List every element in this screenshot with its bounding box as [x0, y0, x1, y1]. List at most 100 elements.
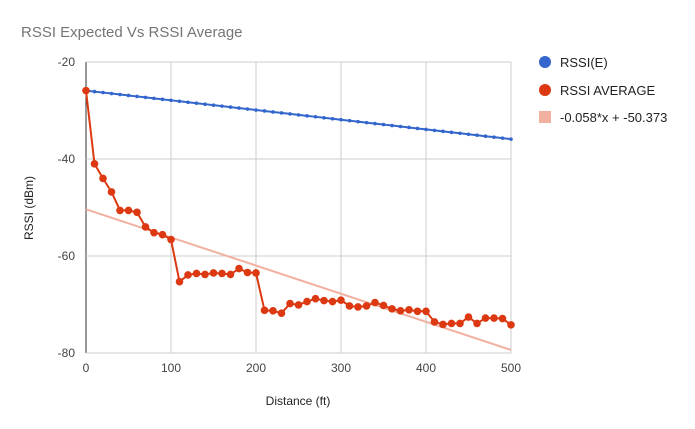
- rssi-average-point: [243, 268, 252, 277]
- rssi-expected-point: [177, 99, 182, 104]
- legend-swatch: [539, 84, 551, 96]
- rssi-average-point: [337, 296, 345, 304]
- chart-title: RSSI Expected Vs RSSI Average: [21, 24, 243, 41]
- rssi-average-point: [124, 206, 133, 215]
- legend-label: RSSI(E): [560, 55, 608, 70]
- rssi-average-point: [226, 270, 235, 279]
- rssi-expected-point: [254, 108, 258, 112]
- rssi-expected-point: [415, 126, 420, 131]
- rssi-expected-point: [466, 132, 471, 137]
- rssi-average-point: [328, 297, 337, 306]
- rssi-average-point: [362, 302, 371, 310]
- rssi-expected-point: [373, 121, 377, 126]
- rssi-average-point: [218, 269, 226, 278]
- rssi-expected-point: [194, 101, 199, 106]
- rssi-average-point: [192, 269, 201, 278]
- rssi-expected-point: [475, 133, 479, 138]
- y-tick-label: -80: [58, 346, 76, 360]
- rssi-expected-point: [424, 127, 428, 132]
- x-tick-label: 300: [331, 361, 351, 375]
- rssi-average-point: [235, 264, 243, 273]
- rssi-average-point: [260, 306, 269, 315]
- rssi-expected-point: [186, 100, 190, 105]
- rssi-average-point: [507, 321, 515, 329]
- rssi-average-point: [422, 307, 430, 316]
- rssi-average-point: [209, 269, 218, 277]
- rssi-expected-point: [203, 102, 207, 106]
- rssi-expected-point: [483, 134, 488, 139]
- rssi-average-point: [201, 270, 209, 279]
- rssi-average-point: [430, 318, 439, 326]
- rssi-average-point: [490, 314, 498, 322]
- rssi-average-point: [175, 277, 184, 286]
- rssi-expected-point: [228, 105, 233, 109]
- rssi-expected-point: [398, 124, 403, 129]
- x-tick-label: 400: [416, 361, 436, 375]
- rssi-average-point: [405, 306, 413, 314]
- rssi-expected-point: [356, 119, 360, 124]
- y-tick-label: -60: [58, 249, 76, 263]
- rssi-average-point: [269, 307, 277, 315]
- rssi-average-point: [252, 269, 260, 277]
- rssi-expected-point: [126, 93, 131, 98]
- rssi-average-point: [498, 314, 507, 323]
- legend-label: -0.058*x + -50.373: [560, 110, 667, 125]
- rssi-average-point: [379, 301, 388, 310]
- rssi-average-point: [396, 307, 405, 315]
- rssi-average-point: [303, 297, 311, 306]
- rssi-expected-point: [347, 118, 352, 123]
- rssi-average-point: [116, 206, 124, 215]
- rssi-average-point: [439, 320, 447, 329]
- x-axis-label: Distance (ft): [266, 394, 331, 408]
- legend-swatch: [539, 56, 551, 68]
- rssi-average-point: [133, 208, 141, 217]
- rssi-expected-point: [118, 92, 122, 97]
- rssi-expected-point: [313, 115, 318, 119]
- y-axis-label: RSSI (dBm): [22, 176, 36, 240]
- rssi-average-point: [141, 223, 150, 231]
- rssi-expected-point: [458, 131, 462, 136]
- rssi-expected-point: [500, 136, 505, 140]
- rssi-expected-point: [135, 94, 139, 99]
- rssi-expected-point: [169, 98, 173, 103]
- rssi-expected-point: [262, 109, 267, 113]
- rssi-expected-point: [509, 137, 513, 141]
- rssi-expected-point: [364, 120, 369, 125]
- rssi-average-point: [107, 188, 116, 196]
- rssi-average-point: [464, 313, 473, 321]
- rssi-expected-point: [492, 135, 496, 139]
- rssi-average-point: [354, 303, 362, 311]
- x-tick-label: 0: [83, 361, 90, 375]
- legend: RSSI(E) RSSI AVERAGE -0.058*x + -50.373: [539, 55, 667, 125]
- gridlines: [85, 61, 512, 354]
- rssi-expected-point: [330, 116, 335, 121]
- rssi-expected-point: [160, 97, 165, 102]
- rssi-expected-point: [296, 113, 301, 117]
- y-axis-ticks: -20 -40 -60 -80: [58, 55, 76, 360]
- rssi-expected-point: [390, 123, 394, 128]
- rssi-average-point: [184, 271, 192, 279]
- rssi-average-point: [294, 301, 303, 309]
- x-tick-label: 500: [501, 361, 521, 375]
- y-tick-label: -40: [58, 152, 76, 166]
- rssi-expected-point: [322, 115, 326, 120]
- rssi-expected-point: [339, 117, 343, 122]
- rssi-average-point: [277, 309, 286, 318]
- rssi-expected-point: [211, 103, 216, 107]
- rssi-expected-point: [381, 122, 386, 127]
- rssi-expected-point: [407, 125, 411, 130]
- rssi-expected-point: [288, 112, 292, 116]
- series-layer: [82, 86, 515, 329]
- x-axis-ticks: 0 100 200 300 400 500: [83, 361, 522, 375]
- x-tick-label: 200: [246, 361, 266, 375]
- legend-swatch: [539, 111, 551, 123]
- rssi-average-point: [447, 319, 456, 328]
- rssi-expected-point: [143, 95, 148, 100]
- rssi-average-point: [167, 235, 175, 244]
- y-tick-label: -20: [58, 55, 76, 69]
- rssi-expected-point: [432, 128, 437, 133]
- rssi-average-point: [82, 86, 90, 95]
- rssi-expected-point: [237, 106, 241, 110]
- rssi-expected-point: [305, 114, 309, 118]
